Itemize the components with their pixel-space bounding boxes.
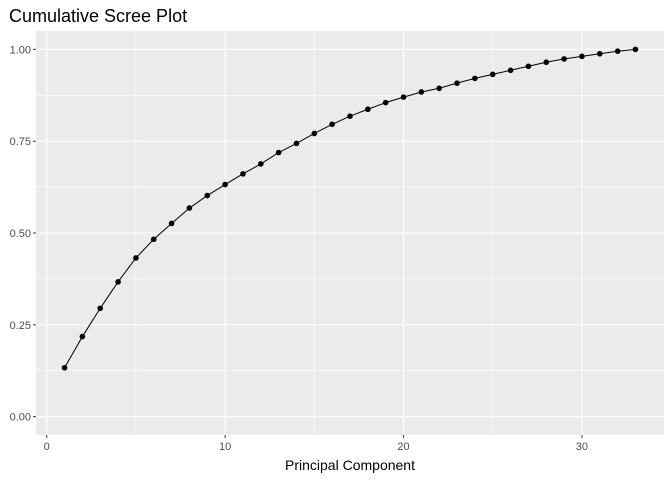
data-point — [365, 106, 371, 113]
data-point — [347, 113, 353, 120]
data-point — [115, 279, 121, 285]
data-point — [329, 121, 335, 128]
data-point — [275, 149, 282, 156]
x-tick-label: 10 — [219, 441, 231, 453]
data-point — [61, 364, 68, 371]
x-tick-label: 0 — [44, 441, 50, 453]
data-point — [418, 89, 425, 95]
x-tick-label: 20 — [397, 441, 409, 453]
data-point — [454, 80, 460, 86]
data-point — [293, 140, 300, 147]
data-point — [186, 205, 193, 211]
y-tick-label: 0.50 — [10, 228, 31, 240]
data-point — [79, 333, 86, 340]
data-point — [579, 53, 585, 60]
y-tick-label: 0.00 — [10, 412, 31, 424]
data-point — [614, 48, 621, 54]
data-point — [507, 67, 514, 74]
data-point — [400, 94, 407, 100]
data-point — [489, 71, 496, 78]
data-point — [168, 220, 175, 227]
data-point — [436, 85, 443, 92]
data-point — [311, 130, 318, 137]
series-layer — [61, 46, 639, 371]
data-point — [596, 50, 603, 57]
data-point — [543, 59, 550, 66]
data-point — [472, 75, 478, 82]
data-point — [150, 236, 157, 243]
data-point — [561, 56, 567, 62]
data-point — [240, 171, 246, 177]
data-point — [222, 181, 228, 188]
data-point — [525, 63, 532, 70]
x-axis: 0 10 20 30 — [44, 435, 588, 453]
data-point — [97, 305, 104, 312]
data-point — [133, 255, 139, 261]
y-tick-label: 0.25 — [10, 320, 31, 332]
data-point — [632, 46, 639, 53]
x-axis-title: Principal Component — [285, 457, 415, 473]
y-tick-label: 0.75 — [10, 136, 31, 148]
major-gridlines — [36, 31, 664, 435]
data-point — [257, 161, 264, 167]
y-tick-label: 1.00 — [10, 44, 31, 56]
data-point — [382, 99, 389, 106]
chart-title: Cumulative Scree Plot — [9, 6, 187, 26]
data-point — [204, 192, 211, 199]
x-tick-label: 30 — [576, 441, 588, 453]
y-axis: 0.00 0.25 0.50 0.75 1.00 — [10, 44, 36, 424]
